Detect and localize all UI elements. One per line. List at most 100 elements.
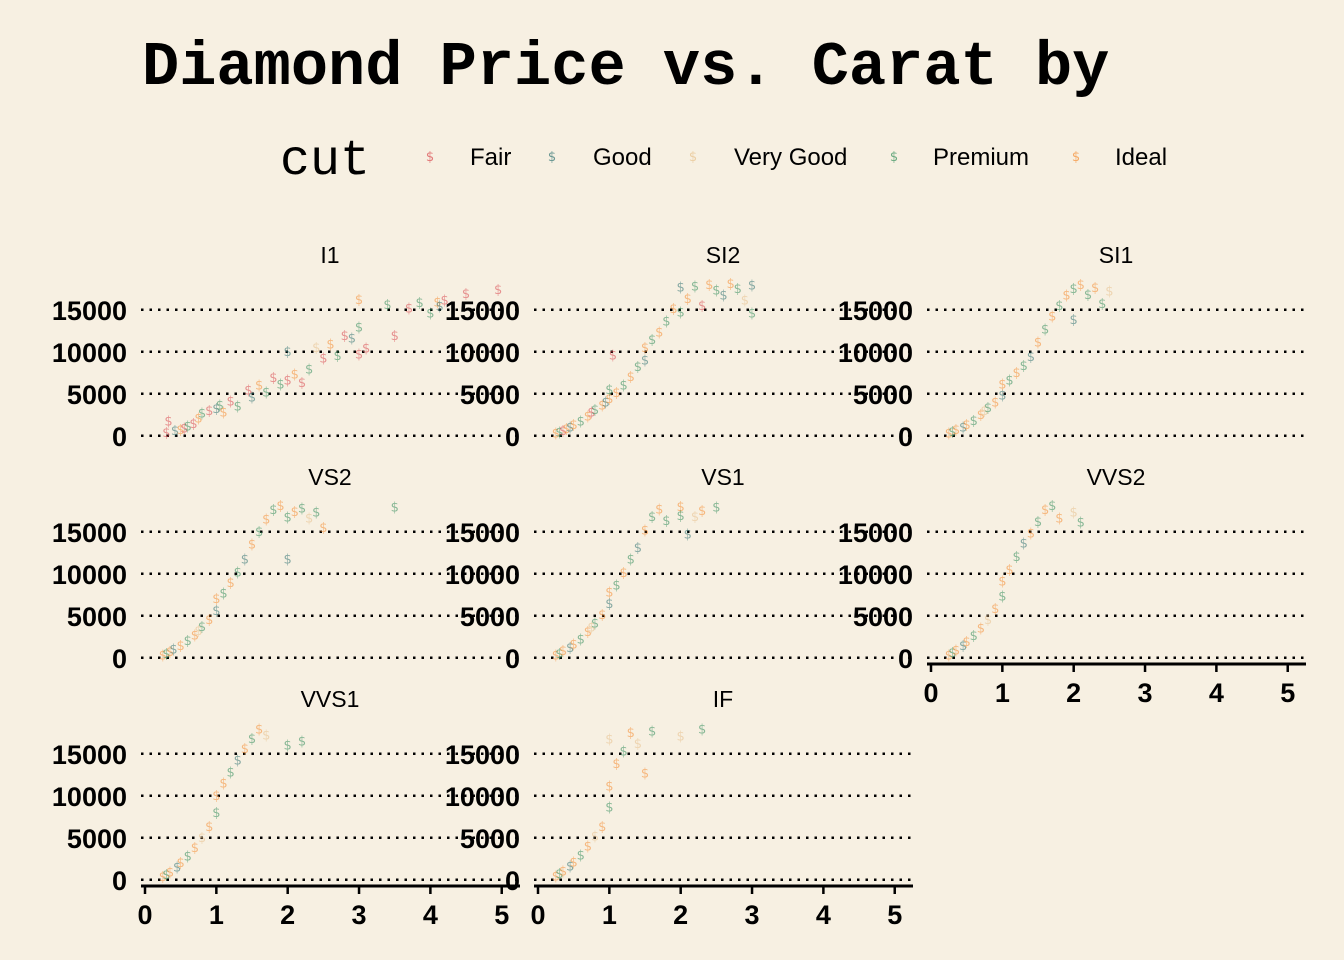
data-point-vvs2: $ (998, 575, 1006, 590)
data-point-vvs2: $ (948, 646, 956, 661)
data-point-si2: $ (627, 370, 635, 385)
data-point-i1: $ (276, 378, 284, 393)
data-point-si2: $ (552, 426, 560, 441)
data-point-i1: $ (405, 301, 413, 316)
data-point-i1: $ (255, 379, 263, 394)
data-point-vvs2: $ (977, 622, 985, 637)
data-point-i1: $ (184, 420, 192, 435)
data-point-vvs2: $ (945, 648, 953, 663)
data-point-if: $ (641, 766, 649, 781)
data-point-i1: $ (212, 402, 220, 417)
data-point-si1: $ (977, 408, 985, 423)
y-tick-label-si1-5000: 5000 (853, 380, 913, 410)
data-point-vs2: $ (212, 604, 220, 619)
data-point-vs1: $ (684, 527, 692, 542)
data-point-i1: $ (426, 306, 434, 321)
x-tick-label-vvs2-3: 3 (1138, 678, 1153, 708)
data-point-if: $ (698, 723, 706, 738)
data-point-i1: $ (198, 406, 206, 421)
y-tick-label-vvs1-10000: 10000 (52, 782, 127, 812)
data-point-vvs2: $ (959, 639, 967, 654)
data-point-vvs1: $ (162, 868, 170, 883)
data-point-vvs1: $ (248, 732, 256, 747)
data-point-i1: $ (383, 298, 391, 313)
data-point-i1: $ (194, 411, 202, 426)
data-point-vs2: $ (284, 553, 292, 568)
data-point-vs1: $ (552, 648, 560, 663)
data-point-vs2: $ (191, 628, 199, 643)
data-point-vvs1: $ (205, 820, 213, 835)
legend-label-good: Good (593, 144, 652, 171)
data-point-si1: $ (1012, 366, 1020, 381)
legend-key-premium: $ (890, 150, 898, 165)
data-point-vvs1: $ (159, 870, 167, 885)
data-point-vs2: $ (169, 643, 177, 658)
data-point-if: $ (605, 801, 613, 816)
data-point-i1: $ (162, 426, 170, 441)
facet-vs1: VS1050001000015000$$$$$$$$$$$$$$$$$$$$$$… (445, 464, 913, 674)
data-point-vs2: $ (194, 624, 202, 639)
data-point-si1: $ (945, 426, 953, 441)
data-point-vvs2: $ (1048, 499, 1056, 514)
data-point-si2: $ (734, 282, 742, 297)
data-point-i1: $ (333, 349, 341, 364)
data-point-si1: $ (1070, 313, 1078, 328)
data-point-si2: $ (726, 277, 734, 292)
legend-label-fair: Fair (470, 144, 511, 171)
x-tick-label-if-4: 4 (816, 900, 831, 930)
data-point-if: $ (648, 724, 656, 739)
data-point-vs1: $ (605, 597, 613, 612)
data-point-vs1: $ (627, 553, 635, 568)
legend-key-very-good: $ (689, 150, 697, 165)
x-tick-label-vvs1-4: 4 (423, 900, 438, 930)
x-tick-label-vvs2-1: 1 (995, 678, 1010, 708)
legend-key-good: $ (548, 150, 556, 165)
x-tick-label-vvs1-1: 1 (209, 900, 224, 930)
x-tick-label-vvs2-2: 2 (1066, 678, 1081, 708)
data-point-si1: $ (948, 425, 956, 440)
data-point-vvs2: $ (1055, 512, 1063, 527)
data-point-vs1: $ (641, 523, 649, 538)
data-point-if: $ (677, 729, 685, 744)
data-point-si2: $ (677, 280, 685, 295)
data-point-si2: $ (684, 292, 692, 307)
data-point-si1: $ (1070, 282, 1078, 297)
data-point-si2: $ (634, 360, 642, 375)
data-point-vs2: $ (159, 648, 167, 663)
data-point-vs2: $ (284, 511, 292, 526)
data-point-si1: $ (952, 423, 960, 438)
facet-i1: I1050001000015000$$$$$$$$$$$$$$$$$$$$$$$… (52, 242, 520, 452)
data-point-vs1: $ (584, 625, 592, 640)
data-point-si1: $ (963, 418, 971, 433)
legend-label-premium: Premium (933, 144, 1029, 171)
data-point-if: $ (559, 865, 567, 880)
data-point-vs1: $ (577, 632, 585, 647)
y-tick-label-si1-0: 0 (898, 422, 913, 452)
y-tick-label-vs1-10000: 10000 (445, 560, 520, 590)
y-tick-label-if-5000: 5000 (460, 824, 520, 854)
data-point-vvs2: $ (1020, 537, 1028, 552)
data-point-vvs2: $ (1041, 503, 1049, 518)
data-point-if: $ (570, 855, 578, 870)
data-point-vs1: $ (698, 504, 706, 519)
data-point-vvs2: $ (952, 643, 960, 658)
data-point-vvs1: $ (198, 831, 206, 846)
data-point-if: $ (612, 757, 620, 772)
y-tick-label-vvs2-10000: 10000 (838, 560, 913, 590)
data-point-vvs1: $ (191, 841, 199, 856)
facet-label-vvs1: VVS1 (301, 686, 360, 712)
y-tick-label-vs1-5000: 5000 (460, 602, 520, 632)
data-point-vs1: $ (712, 501, 720, 516)
data-point-vvs1: $ (177, 856, 185, 871)
data-point-i1: $ (362, 342, 370, 357)
data-point-si2: $ (648, 333, 656, 348)
data-point-if: $ (627, 726, 635, 741)
y-tick-label-si2-10000: 10000 (445, 338, 520, 368)
data-point-vvs1: $ (241, 742, 249, 757)
y-tick-label-si2-0: 0 (505, 422, 520, 452)
data-point-si2: $ (605, 383, 613, 398)
facet-label-i1: I1 (320, 242, 339, 268)
data-point-si2: $ (609, 348, 617, 363)
